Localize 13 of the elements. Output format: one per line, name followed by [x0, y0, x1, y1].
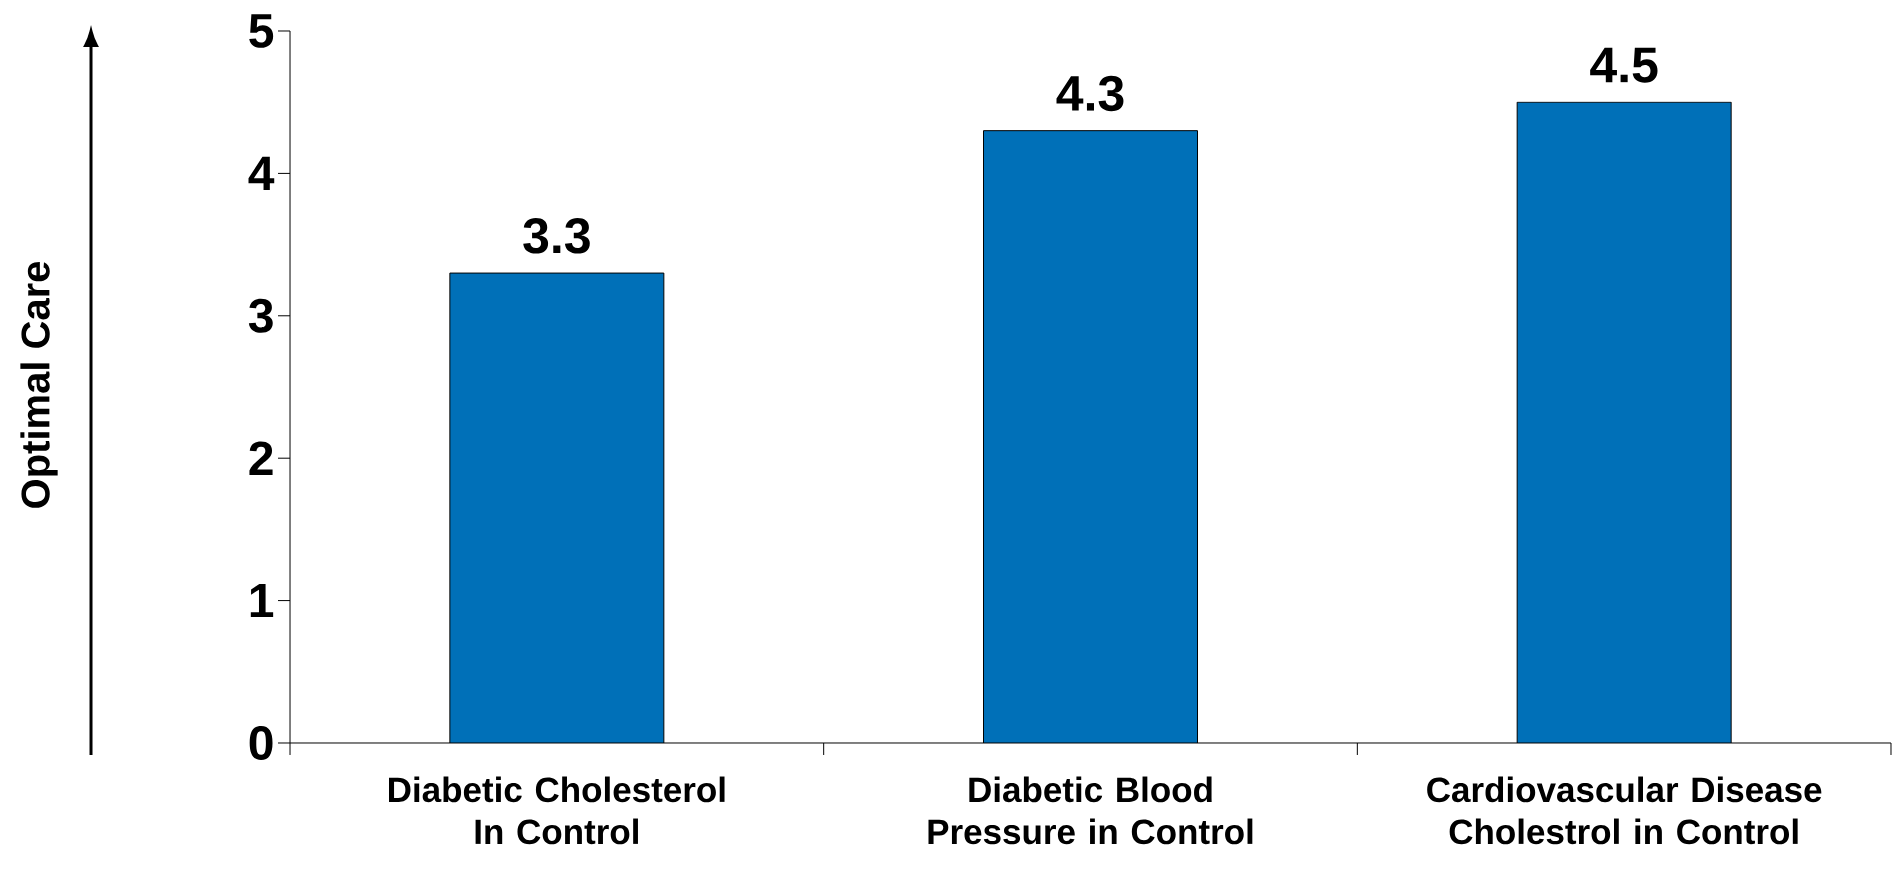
data-label: 4.3: [1056, 75, 1124, 112]
y-tick-label: 4: [248, 156, 275, 190]
y-axis-title: Optimal Care: [20, 261, 58, 508]
y-tick-label: 2: [249, 441, 273, 475]
data-label: 3.3: [523, 218, 590, 254]
y-tick-label: 5: [249, 14, 274, 48]
y-tick-label: 0: [249, 725, 273, 760]
y-tick-label: 3: [248, 298, 273, 333]
y-tick-label: 1: [250, 584, 274, 618]
x-tick-label: Diabetic Cholesterol In Control: [389, 776, 725, 845]
data-label: 4.5: [1590, 47, 1658, 83]
x-tick-label: Cardiovascular Disease Cholestrol in Control: [1427, 776, 1822, 845]
x-tick-label: Diabetic Blood Pressure in Control: [928, 776, 1253, 845]
